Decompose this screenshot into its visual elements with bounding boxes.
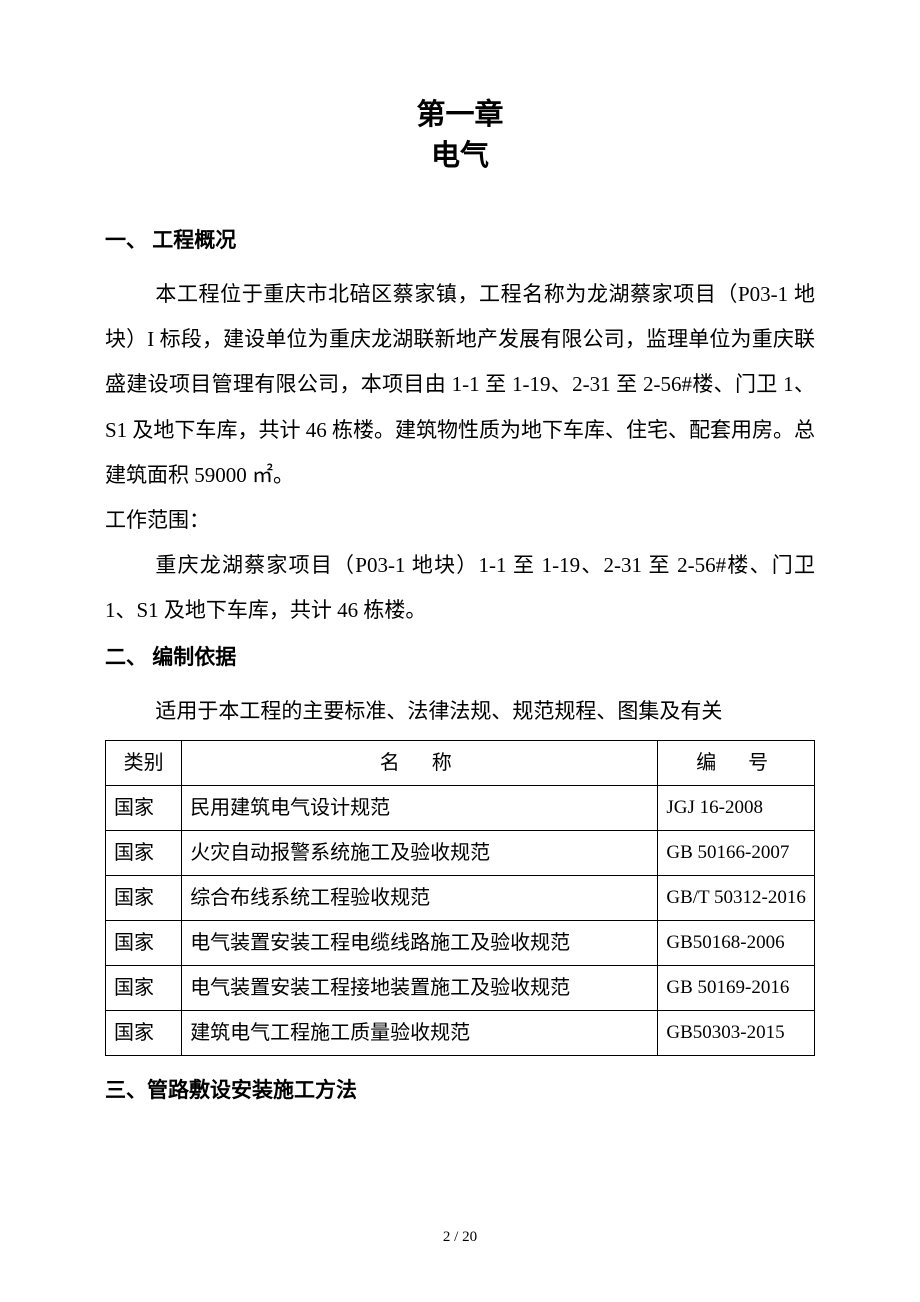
cell-code: GB 50166-2007 [658,831,815,876]
page-number: 2 / 20 [0,1229,920,1246]
table-row: 国家 电气装置安装工程接地装置施工及验收规范 GB 50169-2016 [106,966,815,1011]
cell-category: 国家 [106,786,182,831]
section1-heading: 一、 工程概况 [105,224,815,254]
table-row: 国家 火灾自动报警系统施工及验收规范 GB 50166-2007 [106,831,815,876]
section3-heading: 三、管路敷设安装施工方法 [105,1074,815,1104]
cell-code: GB50168-2006 [658,921,815,966]
table-header-row: 类别 名称 编号 [106,741,815,786]
cell-code: GB50303-2015 [658,1011,815,1056]
table-row: 国家 建筑电气工程施工质量验收规范 GB50303-2015 [106,1011,815,1056]
section1-para2: 重庆龙湖蔡家项目（P03-1 地块）1-1 至 1-19、2-31 至 2-56… [105,543,815,633]
cell-name: 电气装置安装工程接地装置施工及验收规范 [182,966,658,1011]
cell-code: GB/T 50312-2016 [658,876,815,921]
table-row: 国家 民用建筑电气设计规范 JGJ 16-2008 [106,786,815,831]
standards-table: 类别 名称 编号 国家 民用建筑电气设计规范 JGJ 16-2008 国家 火灾… [105,740,815,1056]
cell-name: 火灾自动报警系统施工及验收规范 [182,831,658,876]
header-category: 类别 [106,741,182,786]
cell-name: 综合布线系统工程验收规范 [182,876,658,921]
cell-category: 国家 [106,876,182,921]
cell-code: GB 50169-2016 [658,966,815,1011]
chapter-title: 第一章 电气 [105,95,815,176]
cell-category: 国家 [106,1011,182,1056]
section2-heading: 二、 编制依据 [105,641,815,671]
chapter-title-line2: 电气 [105,136,815,177]
chapter-title-line1: 第一章 [105,95,815,136]
table-row: 国家 综合布线系统工程验收规范 GB/T 50312-2016 [106,876,815,921]
cell-name: 建筑电气工程施工质量验收规范 [182,1011,658,1056]
section1-para1: 本工程位于重庆市北碚区蔡家镇，工程名称为龙湖蔡家项目（P03-1 地块）I 标段… [105,272,815,498]
section2-intro: 适用于本工程的主要标准、法律法规、规范规程、图集及有关 [105,689,815,734]
header-code: 编号 [658,741,815,786]
cell-category: 国家 [106,831,182,876]
section1-scope-label: 工作范围： [105,498,815,543]
table-row: 国家 电气装置安装工程电缆线路施工及验收规范 GB50168-2006 [106,921,815,966]
cell-category: 国家 [106,921,182,966]
cell-name: 民用建筑电气设计规范 [182,786,658,831]
cell-code: JGJ 16-2008 [658,786,815,831]
cell-name: 电气装置安装工程电缆线路施工及验收规范 [182,921,658,966]
cell-category: 国家 [106,966,182,1011]
header-name: 名称 [182,741,658,786]
